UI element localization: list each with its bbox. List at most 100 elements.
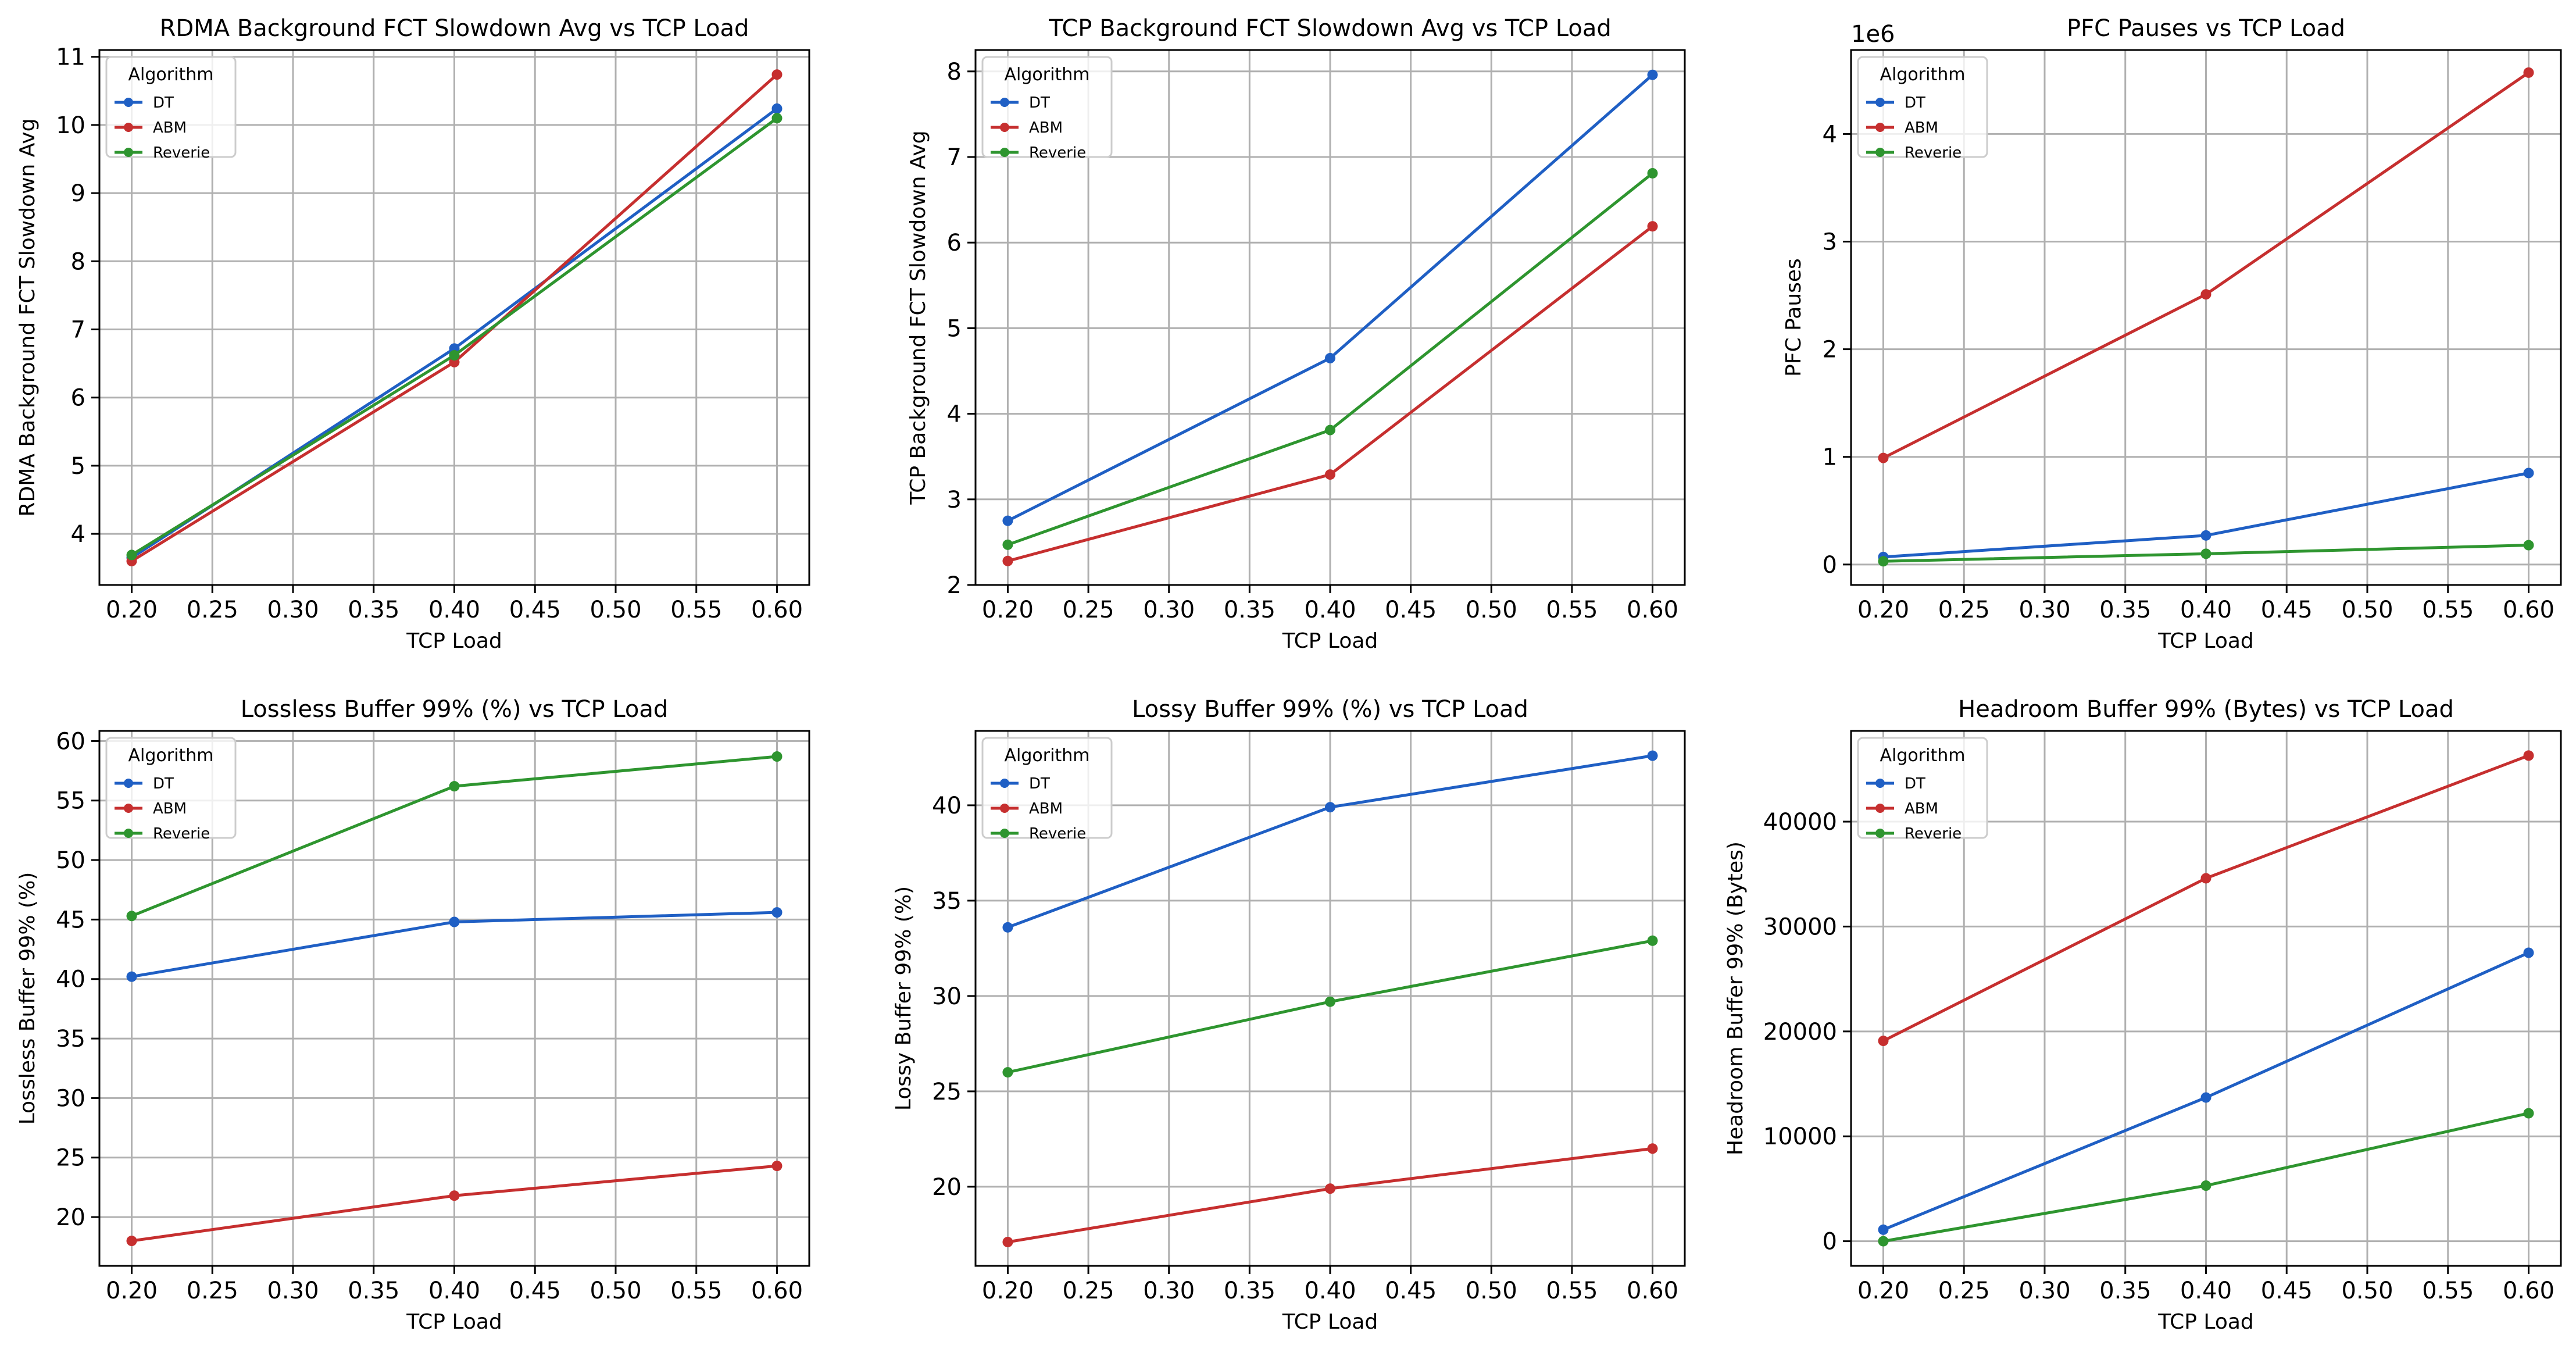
legend: Algorithm DT ABM Reverie [1857, 737, 1988, 843]
y-tick-label: 0 [1823, 552, 1837, 579]
legend-label-reverie: Reverie [153, 825, 210, 843]
x-tick-label: 0.35 [2099, 1278, 2151, 1304]
legend-label-abm: ABM [1905, 119, 1938, 137]
data-point-reverie [1647, 935, 1658, 946]
y-tick-label: 35 [56, 1026, 85, 1052]
data-point-dt [2200, 1092, 2211, 1103]
x-axis-label: TCP Load [2157, 629, 2254, 653]
y-tick-label: 7 [71, 317, 85, 344]
legend-label-reverie: Reverie [153, 144, 210, 162]
y-tick-label: 20 [932, 1174, 962, 1201]
legend-marker-reverie [1875, 148, 1885, 157]
x-tick-label: 0.40 [2180, 1278, 2232, 1304]
legend-marker-abm [1000, 804, 1009, 813]
data-point-dt [1002, 922, 1013, 933]
legend-marker-abm [124, 804, 133, 813]
x-tick-label: 0.35 [348, 1278, 399, 1304]
legend-title: Algorithm [1880, 745, 1966, 766]
x-tick-label: 0.50 [2341, 1278, 2393, 1304]
data-point-dt [1647, 750, 1658, 761]
y-tick-label: 4 [1823, 121, 1837, 148]
legend-marker-reverie [1000, 148, 1009, 157]
x-tick-label: 0.40 [428, 1278, 480, 1304]
data-point-reverie [2200, 548, 2211, 559]
legend-label-reverie: Reverie [1029, 825, 1086, 843]
subplot-6: 0.20 0.25 0.30 0.35 0.40 0.45 0.50 0.55 0.60 0 100… [1724, 696, 2562, 1334]
data-point-dt [1647, 69, 1658, 80]
x-tick-label: 0.45 [509, 597, 561, 623]
y-tick-label: 30 [56, 1085, 85, 1112]
legend-box [1857, 737, 1988, 839]
axes-frame [1850, 49, 2562, 586]
x-tick-label: 0.55 [1546, 597, 1598, 623]
subplot-5: 0.20 0.25 0.30 0.35 0.40 0.45 0.50 0.55 0.60 20 25… [892, 696, 1686, 1334]
x-tick-label: 0.40 [1304, 597, 1356, 623]
legend: Algorithm DT ABM Reverie [981, 56, 1113, 162]
data-point-reverie [2523, 540, 2534, 551]
x-tick-label: 0.25 [187, 1278, 238, 1304]
legend-title: Algorithm [1005, 65, 1090, 85]
x-tick-label: 0.25 [1938, 1278, 1990, 1304]
y-tick-label: 11 [56, 44, 85, 71]
legend-marker-abm [1875, 804, 1885, 813]
legend: Algorithm DT ABM Reverie [981, 737, 1113, 843]
legend-label-dt: DT [1029, 94, 1050, 112]
x-tick-label: 0.40 [2180, 597, 2232, 623]
plot-title: Headroom Buffer 99% (Bytes) vs TCP Load [1958, 696, 2454, 723]
x-axis-label: TCP Load [406, 1310, 502, 1334]
y-tick-label: 35 [932, 888, 962, 915]
data-point-dt [1002, 515, 1013, 526]
y-tick-label: 40 [932, 793, 962, 819]
x-tick-label: 0.25 [1938, 597, 1990, 623]
legend-box [105, 737, 237, 839]
x-tick-label: 0.50 [589, 597, 641, 623]
data-point-reverie [1325, 996, 1335, 1007]
legend-label-reverie: Reverie [1905, 144, 1962, 162]
data-point-reverie [2200, 1180, 2211, 1191]
data-point-abm [1647, 1143, 1658, 1154]
subplot-3: 0.20 0.25 0.30 0.35 0.40 0.45 0.50 0.55 0.60 0 1 2 3… [1782, 15, 2562, 653]
y-axis-label: TCP Background FCT Slowdown Avg [906, 130, 930, 505]
legend-title: Algorithm [128, 745, 214, 766]
legend-title: Algorithm [1005, 745, 1090, 766]
data-point-abm [449, 1190, 460, 1201]
x-tick-label: 0.45 [1385, 1278, 1437, 1304]
legend-box [981, 737, 1113, 839]
legend-box [105, 56, 237, 158]
plot-title: RDMA Background FCT Slowdown Avg vs TCP … [160, 15, 749, 42]
legend-marker-reverie [1000, 829, 1009, 838]
x-tick-label: 0.40 [428, 597, 480, 623]
y-tick-label: 50 [56, 847, 85, 874]
y-tick-label: 40000 [1763, 809, 1837, 836]
data-point-reverie [2523, 1108, 2534, 1119]
data-point-reverie [1002, 1067, 1013, 1078]
axes-frame [98, 730, 810, 1267]
x-tick-label: 0.55 [1546, 1278, 1598, 1304]
data-point-abm [126, 1236, 137, 1247]
data-point-dt [771, 907, 783, 918]
legend-label-dt: DT [1905, 775, 1925, 793]
x-tick-label: 0.20 [1857, 1278, 1909, 1304]
axes-frame [974, 730, 1686, 1267]
y-tick-label: 10 [56, 112, 85, 139]
x-tick-label: 0.20 [106, 1278, 158, 1304]
data-point-dt [2200, 530, 2211, 541]
legend-box [981, 56, 1113, 158]
x-tick-label: 0.60 [2503, 1278, 2554, 1304]
legend-marker-reverie [1875, 829, 1885, 838]
data-point-dt [126, 971, 137, 982]
data-point-reverie [1878, 556, 1889, 567]
legend-marker-abm [1875, 123, 1885, 132]
x-tick-label: 0.25 [187, 597, 238, 623]
plot-title: Lossless Buffer 99% (%) vs TCP Load [241, 696, 669, 723]
legend-marker-reverie [124, 148, 133, 157]
x-tick-label: 0.55 [670, 1278, 722, 1304]
x-tick-label: 0.30 [2018, 1278, 2070, 1304]
x-tick-label: 0.50 [1466, 1278, 1517, 1304]
y-tick-label: 2 [1823, 337, 1837, 363]
x-axis-label: TCP Load [1282, 1310, 1378, 1334]
x-tick-label: 0.55 [2422, 597, 2474, 623]
y-tick-label: 25 [56, 1145, 85, 1172]
x-tick-label: 0.55 [2422, 1278, 2474, 1304]
data-point-abm [1325, 469, 1335, 480]
